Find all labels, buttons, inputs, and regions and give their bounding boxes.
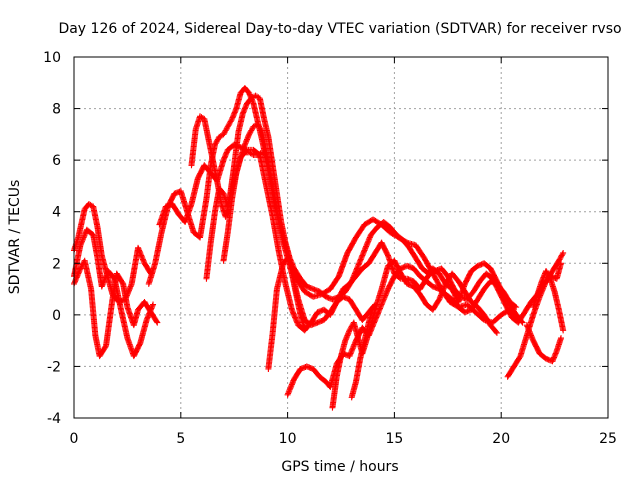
x-tick-label: 10: [279, 431, 297, 447]
y-tick-label: -4: [47, 411, 61, 427]
plot-area: [71, 84, 567, 411]
y-tick-label: 0: [52, 308, 61, 324]
data-point: [153, 318, 160, 325]
x-tick-label: 15: [385, 431, 403, 447]
y-tick-label: -2: [47, 359, 61, 375]
data-point: [220, 131, 227, 138]
data-point: [221, 130, 228, 137]
series-track-1: [71, 257, 161, 360]
data-point: [223, 126, 230, 133]
data-point: [222, 127, 229, 134]
data-point: [150, 301, 157, 308]
y-tick-label: 2: [52, 256, 61, 272]
y-tick-label: 8: [52, 102, 61, 118]
x-tick-label: 5: [176, 431, 185, 447]
data-point: [214, 136, 221, 143]
x-tick-label: 20: [492, 431, 510, 447]
data-point: [154, 319, 161, 326]
data-point: [225, 122, 232, 129]
data-point: [226, 119, 233, 126]
y-tick-label: 4: [52, 205, 61, 221]
data-point: [224, 123, 231, 130]
data-point: [212, 140, 219, 147]
data-point: [214, 137, 221, 144]
series-track-3: [71, 226, 157, 360]
data-point: [226, 121, 233, 128]
data-point: [227, 118, 234, 125]
data-point: [213, 139, 220, 146]
y-tick-label: 10: [43, 50, 61, 66]
data-point: [228, 117, 235, 124]
y-tick-label: 6: [52, 153, 61, 169]
data-point: [211, 141, 218, 148]
data-point: [78, 264, 85, 271]
data-point: [221, 128, 228, 135]
data-point: [224, 124, 231, 131]
x-tick-label: 0: [70, 431, 79, 447]
y-axis-label: SDTVAR / TECUs: [7, 180, 23, 295]
x-axis-label: GPS time / hours: [281, 459, 398, 475]
chart-title: Day 126 of 2024, Sidereal Day-to-day VTE…: [58, 21, 621, 37]
x-tick-label: 25: [599, 431, 617, 447]
